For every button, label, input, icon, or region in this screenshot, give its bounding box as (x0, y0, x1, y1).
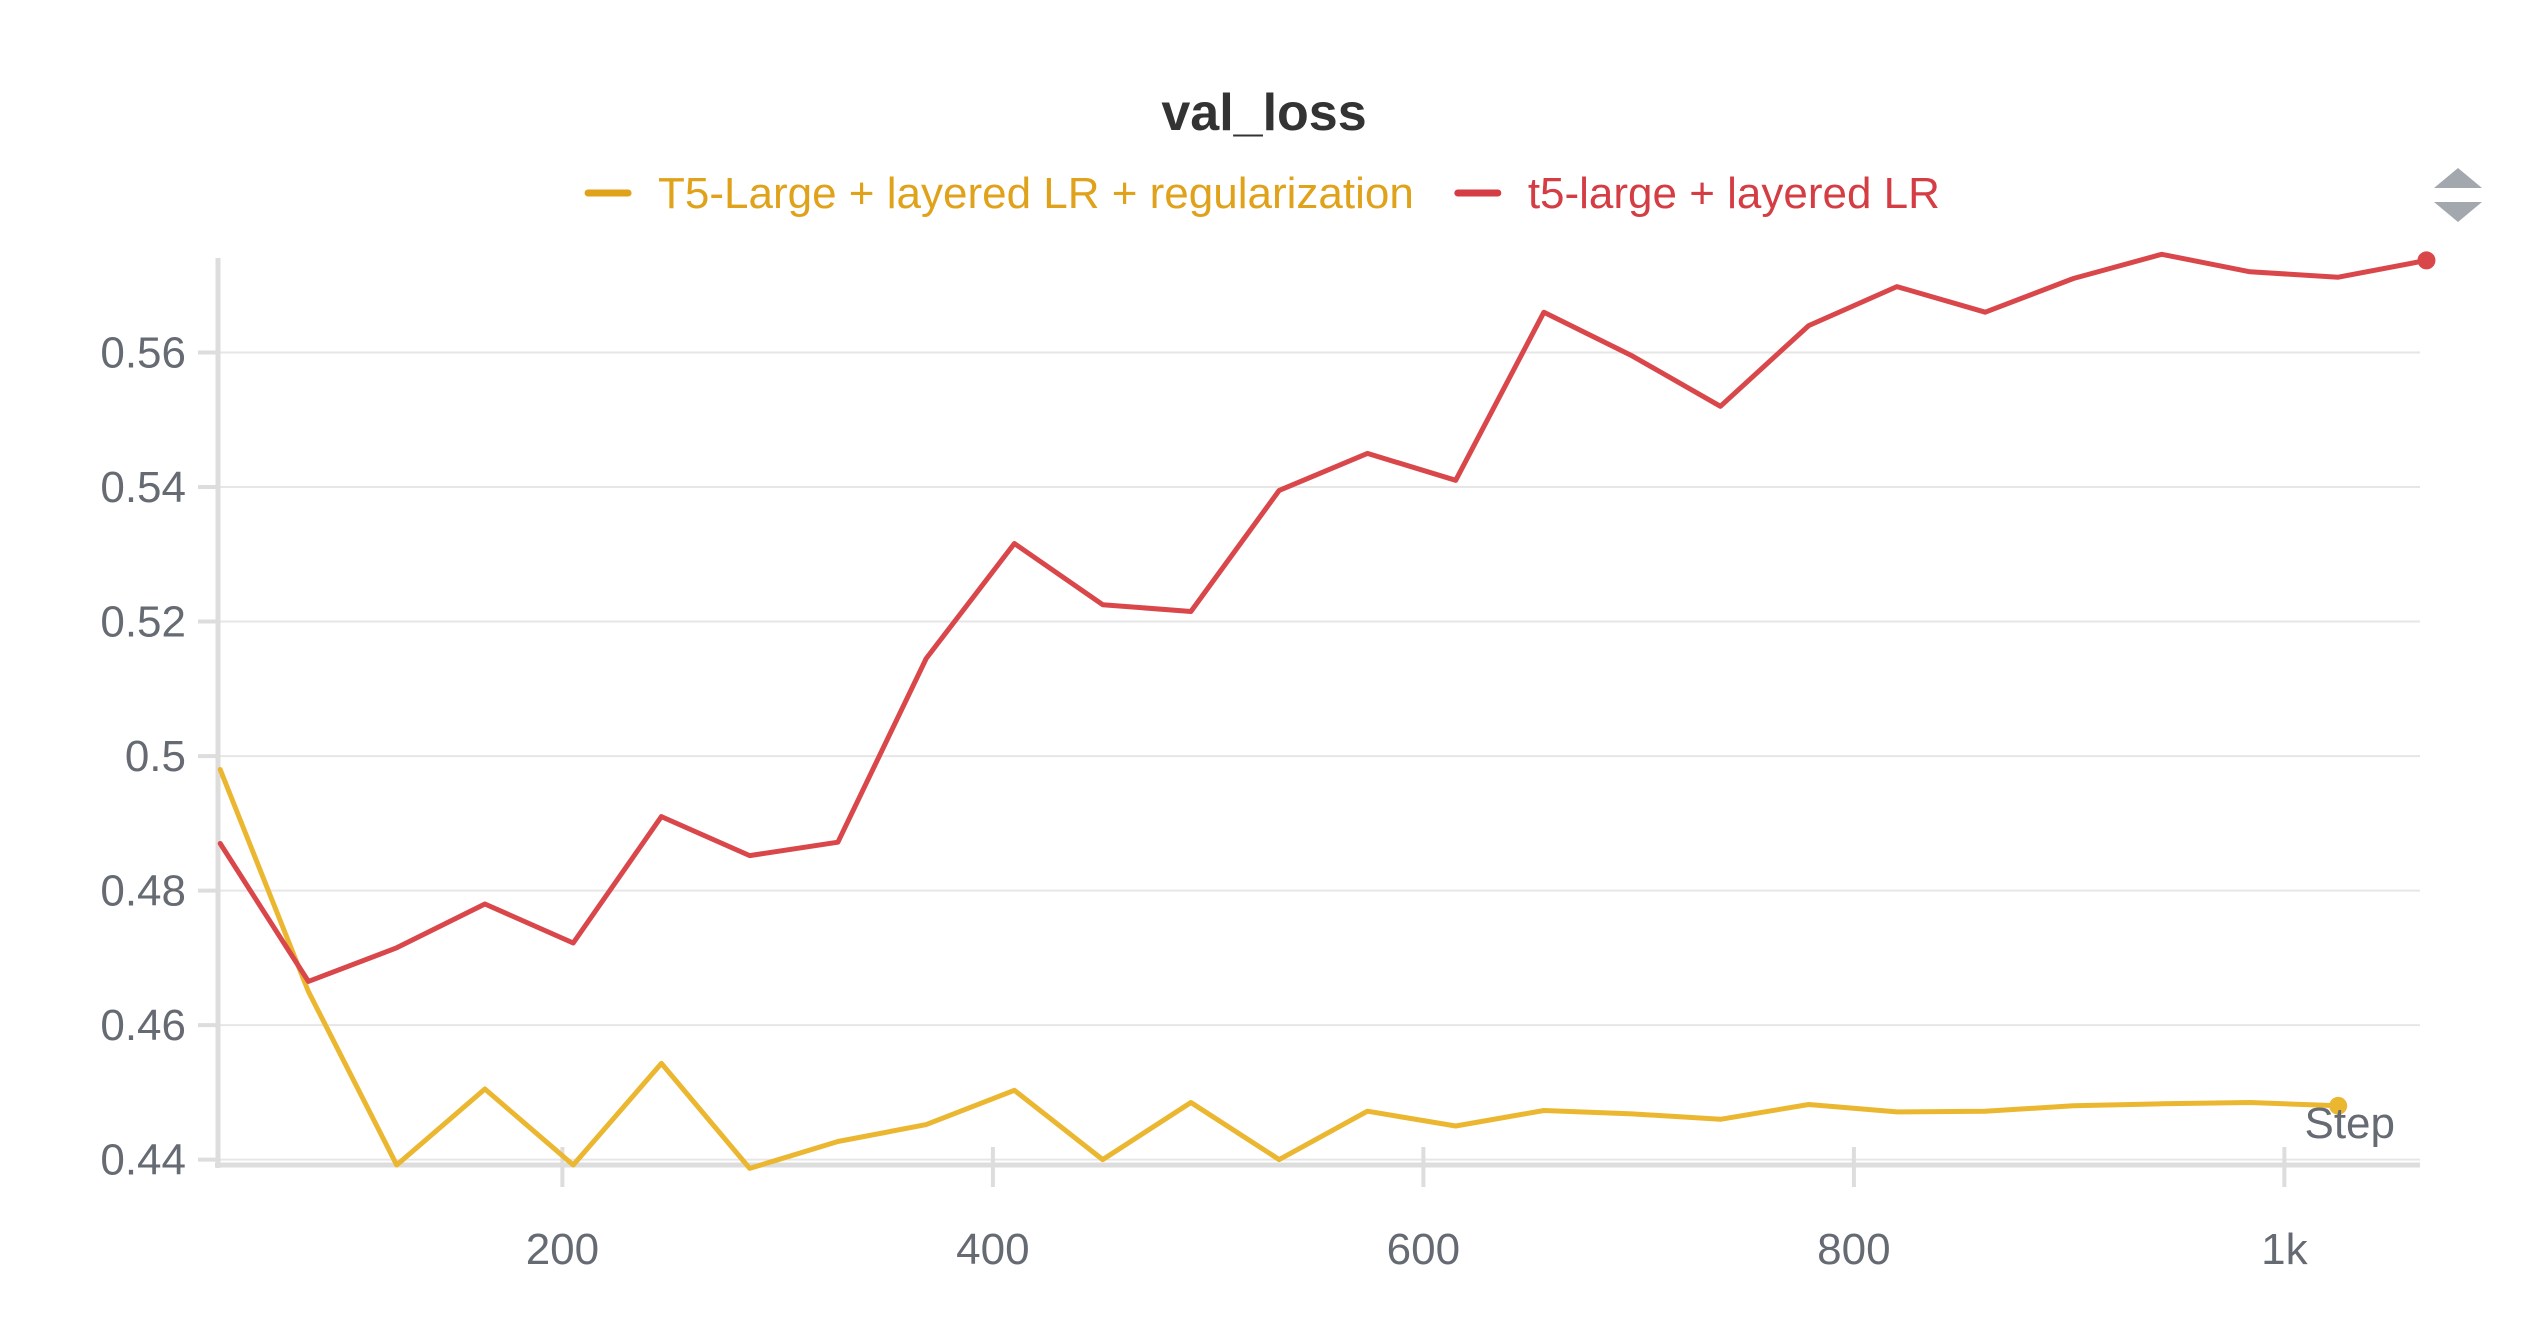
y-tick-label: 0.56 (100, 329, 186, 378)
chart-title: val_loss (1161, 84, 1366, 142)
axes (215, 258, 2420, 1168)
x-tick-label: 600 (1387, 1225, 1460, 1274)
legend-label: t5-large + layered LR (1528, 169, 1940, 218)
x-tick-label: 200 (526, 1225, 599, 1274)
x-axis-ticks: 200 400 600 800 1k (526, 1147, 2309, 1274)
scroll-arrows-icon[interactable] (2434, 168, 2482, 222)
legend-label: T5-Large + layered LR + regularization (658, 169, 1414, 218)
series-end-point (2417, 251, 2436, 270)
grid-lines (218, 351, 2420, 1161)
y-tick-label: 0.44 (100, 1136, 186, 1185)
series-2 (217, 251, 2436, 984)
y-tick-label: 0.46 (100, 1001, 186, 1050)
y-tick-label: 0.52 (100, 598, 186, 647)
legend: T5-Large + layered LR + regularization t5… (584, 169, 1940, 218)
y-tick-label: 0.5 (125, 732, 186, 781)
y-tick-label: 0.48 (100, 867, 186, 916)
x-tick-label: 800 (1817, 1225, 1890, 1274)
x-tick-label: 1k (2261, 1225, 2308, 1274)
series-lines (217, 251, 2436, 1171)
y-tick-label: 0.54 (100, 463, 186, 512)
legend-item[interactable]: T5-Large + layered LR + regularization (584, 169, 1414, 218)
series-end-point (2329, 1096, 2348, 1115)
x-tick-label: 400 (956, 1225, 1029, 1274)
series-line (217, 251, 2429, 984)
x-axis-label: Step (2304, 1099, 2395, 1148)
series-line (217, 767, 2341, 1171)
y-axis-ticks: 0.44 0.46 0.48 0.5 0.52 0.54 0.56 (100, 329, 218, 1185)
series-1 (217, 767, 2348, 1171)
legend-item[interactable]: t5-large + layered LR (1454, 169, 1940, 218)
